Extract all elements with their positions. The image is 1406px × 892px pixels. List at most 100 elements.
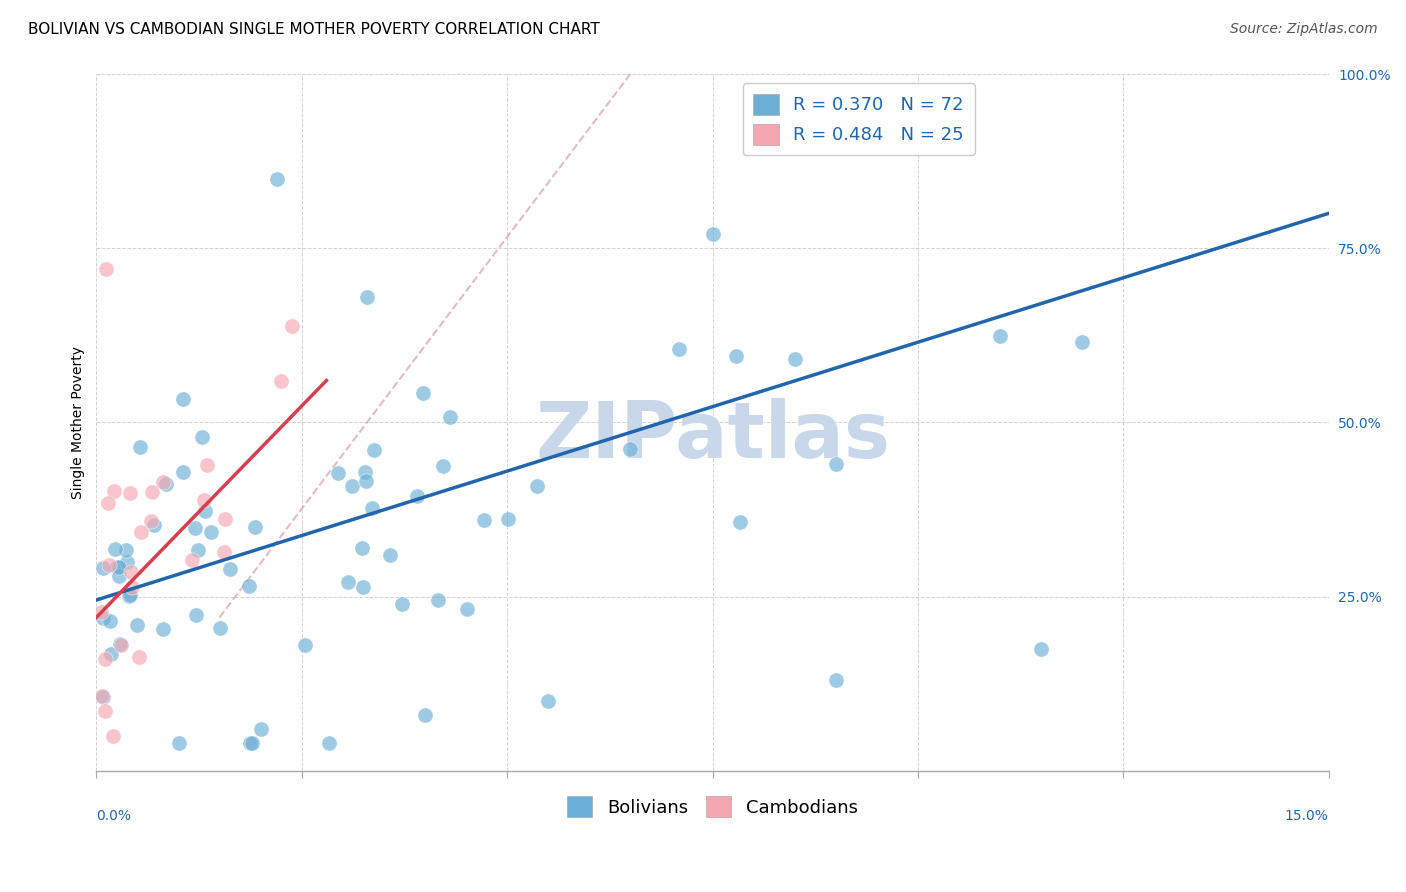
Point: [125, 618, 148, 632]
Point: [129, 441, 152, 455]
Point: [219, 562, 242, 576]
Point: [406, 489, 429, 503]
Point: [193, 492, 215, 507]
Point: [152, 622, 174, 636]
Legend: Bolivians, Cambodians: Bolivians, Cambodians: [560, 789, 865, 824]
Point: [141, 485, 163, 500]
Point: [439, 409, 461, 424]
Point: [214, 512, 236, 526]
Point: [96, 262, 118, 277]
Point: [413, 708, 436, 723]
Point: [91, 561, 114, 575]
Point: [412, 386, 434, 401]
Y-axis label: Single Mother Poverty: Single Mother Poverty: [72, 346, 86, 499]
Point: [108, 569, 131, 583]
Point: [187, 542, 209, 557]
Point: [363, 442, 385, 457]
Point: [426, 592, 449, 607]
Point: [280, 319, 302, 334]
Point: [100, 647, 122, 661]
Point: [1029, 641, 1052, 656]
Point: [120, 588, 142, 602]
Point: [496, 512, 519, 526]
Point: [128, 650, 150, 665]
Point: [118, 589, 141, 603]
Point: [142, 517, 165, 532]
Point: [155, 476, 177, 491]
Point: [294, 638, 316, 652]
Point: [353, 465, 375, 479]
Point: [121, 580, 143, 594]
Point: [91, 690, 114, 704]
Point: [93, 652, 115, 666]
Point: [361, 500, 384, 515]
Point: [100, 614, 122, 628]
Point: [180, 553, 202, 567]
Point: [152, 475, 174, 490]
Text: BOLIVIAN VS CAMBODIAN SINGLE MOTHER POVERTY CORRELATION CHART: BOLIVIAN VS CAMBODIAN SINGLE MOTHER POVE…: [28, 22, 600, 37]
Point: [115, 555, 138, 569]
Point: [110, 638, 132, 652]
Point: [114, 543, 136, 558]
Text: Source: ZipAtlas.com: Source: ZipAtlas.com: [1230, 22, 1378, 37]
Point: [108, 559, 131, 574]
Point: [326, 466, 349, 480]
Point: [195, 458, 218, 472]
Point: [208, 621, 231, 635]
Point: [356, 290, 378, 304]
Point: [186, 607, 208, 622]
Point: [212, 545, 235, 559]
Point: [619, 442, 641, 456]
Point: [91, 610, 114, 624]
Point: [238, 579, 260, 593]
Point: [240, 736, 263, 750]
Point: [1071, 334, 1094, 349]
Point: [131, 525, 153, 540]
Point: [391, 598, 413, 612]
Point: [110, 637, 132, 651]
Point: [354, 474, 377, 488]
Point: [378, 548, 401, 562]
Point: [783, 352, 806, 367]
Text: 0.0%: 0.0%: [97, 809, 131, 823]
Point: [724, 349, 747, 363]
Point: [352, 541, 374, 555]
Point: [103, 484, 125, 499]
Point: [526, 478, 548, 492]
Point: [120, 565, 142, 579]
Text: ZIPatlas: ZIPatlas: [536, 399, 890, 475]
Point: [336, 574, 359, 589]
Point: [167, 736, 190, 750]
Point: [432, 459, 454, 474]
Point: [101, 729, 124, 743]
Point: [824, 458, 846, 472]
Point: [472, 513, 495, 527]
Point: [194, 504, 217, 518]
Point: [249, 722, 271, 736]
Point: [668, 342, 690, 356]
Point: [728, 515, 751, 529]
Point: [97, 496, 120, 510]
Point: [191, 430, 214, 444]
Point: [200, 524, 222, 539]
Point: [243, 520, 266, 534]
Point: [105, 559, 128, 574]
Point: [98, 558, 121, 573]
Point: [103, 542, 125, 557]
Point: [824, 673, 846, 687]
Point: [340, 478, 363, 492]
Point: [172, 465, 194, 479]
Point: [266, 171, 288, 186]
Point: [537, 694, 560, 708]
Point: [988, 328, 1011, 343]
Point: [702, 227, 724, 241]
Point: [184, 521, 207, 535]
Point: [90, 689, 112, 703]
Point: [93, 704, 115, 718]
Point: [172, 392, 194, 407]
Point: [352, 580, 374, 594]
Point: [456, 602, 478, 616]
Point: [318, 736, 340, 750]
Point: [238, 736, 260, 750]
Point: [139, 514, 162, 528]
